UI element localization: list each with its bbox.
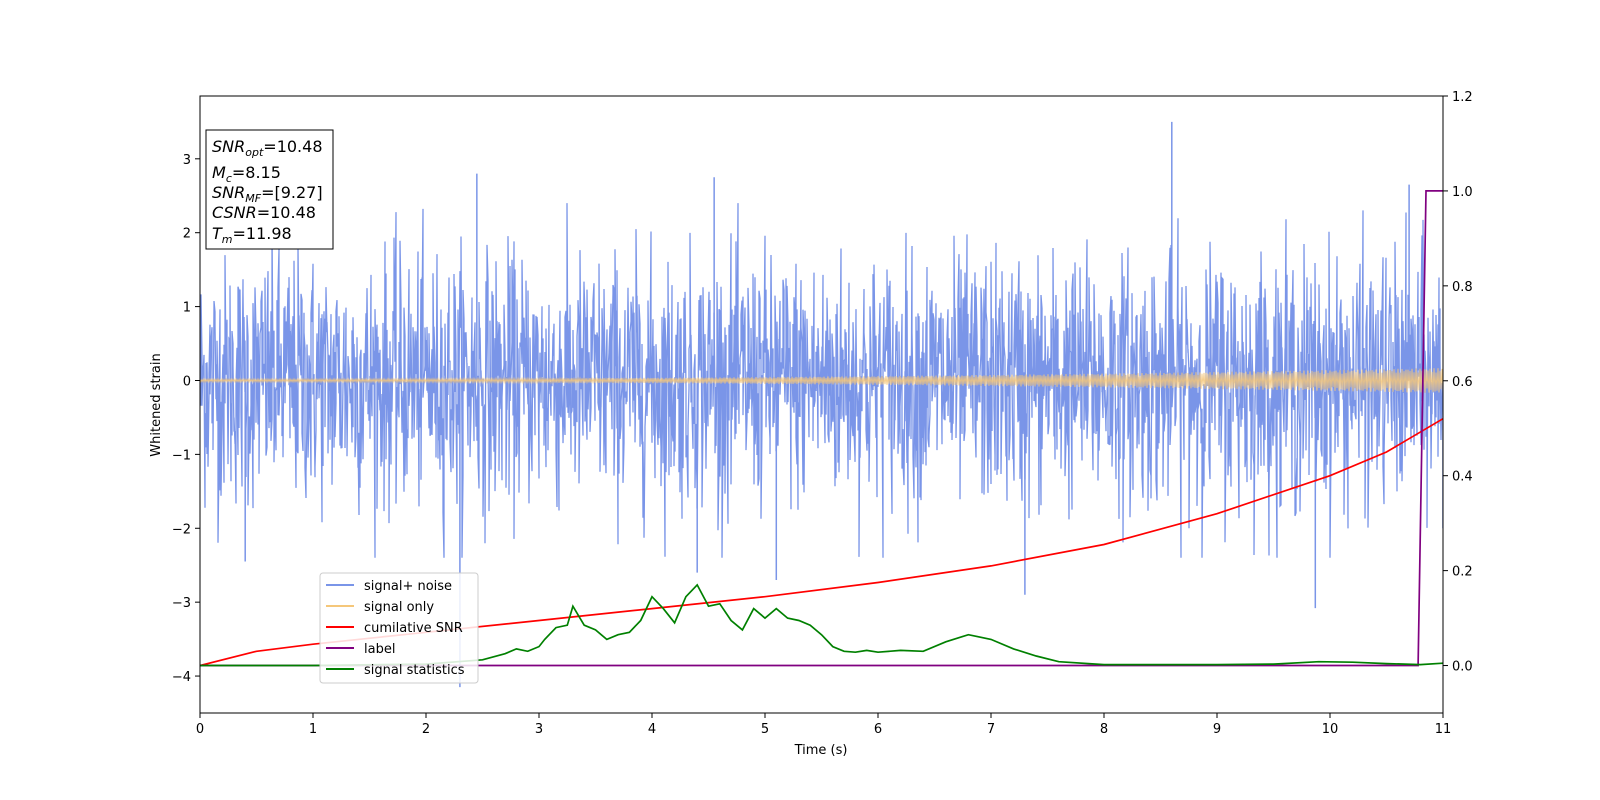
info-mc: Mc=8.15 [212, 163, 281, 185]
x-axis-ticks: 0 1 2 3 4 5 6 7 8 9 10 11 [196, 713, 1451, 737]
legend-label: signal statistics [364, 663, 465, 678]
y-right-tick-label: 0.8 [1452, 280, 1473, 295]
info-snr-mf: SNRMF=[9.27] [212, 183, 323, 205]
y-left-tick-label: −4 [172, 670, 191, 685]
x-tick-label: 8 [1100, 722, 1108, 737]
y-right-tick-label: 0.0 [1452, 660, 1473, 675]
legend-label: label [364, 642, 395, 657]
info-csnr: CSNR=10.48 [212, 203, 316, 222]
series-signal-statistics-line [200, 583, 1443, 667]
series-signal-only-line [200, 368, 1443, 394]
y-left-tick-label: −2 [172, 522, 191, 537]
info-box: SNRopt=10.48 Mc=8.15 SNRMF=[9.27] CSNR=1… [205, 129, 334, 250]
y-left-tick-label: −1 [172, 448, 191, 463]
y-left-tick-label: 2 [183, 227, 191, 242]
y-right-tick-label: 0.2 [1452, 565, 1473, 580]
x-tick-label: 6 [874, 722, 882, 737]
y-axis-left-ticks: −4 −3 −2 −1 0 1 2 3 [172, 153, 200, 685]
x-tick-label: 10 [1322, 722, 1339, 737]
y-left-tick-label: 0 [183, 374, 191, 389]
legend-label: signal+ noise [364, 579, 452, 594]
x-tick-label: 4 [648, 722, 656, 737]
x-tick-label: 11 [1435, 722, 1452, 737]
x-tick-label: 7 [987, 722, 995, 737]
x-tick-label: 3 [535, 722, 543, 737]
y-right-tick-label: 1.2 [1452, 90, 1473, 105]
legend-label: signal only [364, 600, 434, 615]
plot-area [200, 121, 1443, 688]
y-left-tick-label: 1 [183, 301, 191, 316]
y-right-tick-label: 0.6 [1452, 375, 1473, 390]
y-right-tick-label: 1.0 [1452, 185, 1473, 200]
y-axis-label: Whitened strain [149, 353, 164, 456]
legend-label: cumilative SNR [364, 621, 463, 636]
x-tick-label: 2 [422, 722, 430, 737]
x-axis-label: Time (s) [794, 743, 848, 758]
y-axis-right-ticks: 0.0 0.2 0.4 0.6 0.8 1.0 1.2 [1443, 90, 1473, 675]
y-left-tick-label: −3 [172, 596, 191, 611]
x-tick-label: 9 [1213, 722, 1221, 737]
y-left-tick-label: 3 [183, 153, 191, 168]
series-signal-noise-line [200, 203, 1443, 558]
y-right-tick-label: 0.4 [1452, 470, 1473, 485]
series-label-line [200, 190, 1443, 667]
axes-frame [199, 95, 1444, 714]
x-tick-label: 5 [761, 722, 769, 737]
x-tick-label: 1 [309, 722, 317, 737]
info-snr-opt: SNRopt=10.48 [212, 137, 323, 159]
x-tick-label: 0 [196, 722, 204, 737]
info-tm: Tm=11.98 [212, 224, 292, 246]
series-signal-noise-spikes [244, 121, 1443, 688]
legend: signal+ noise signal only cumilative SNR la… [319, 572, 479, 684]
